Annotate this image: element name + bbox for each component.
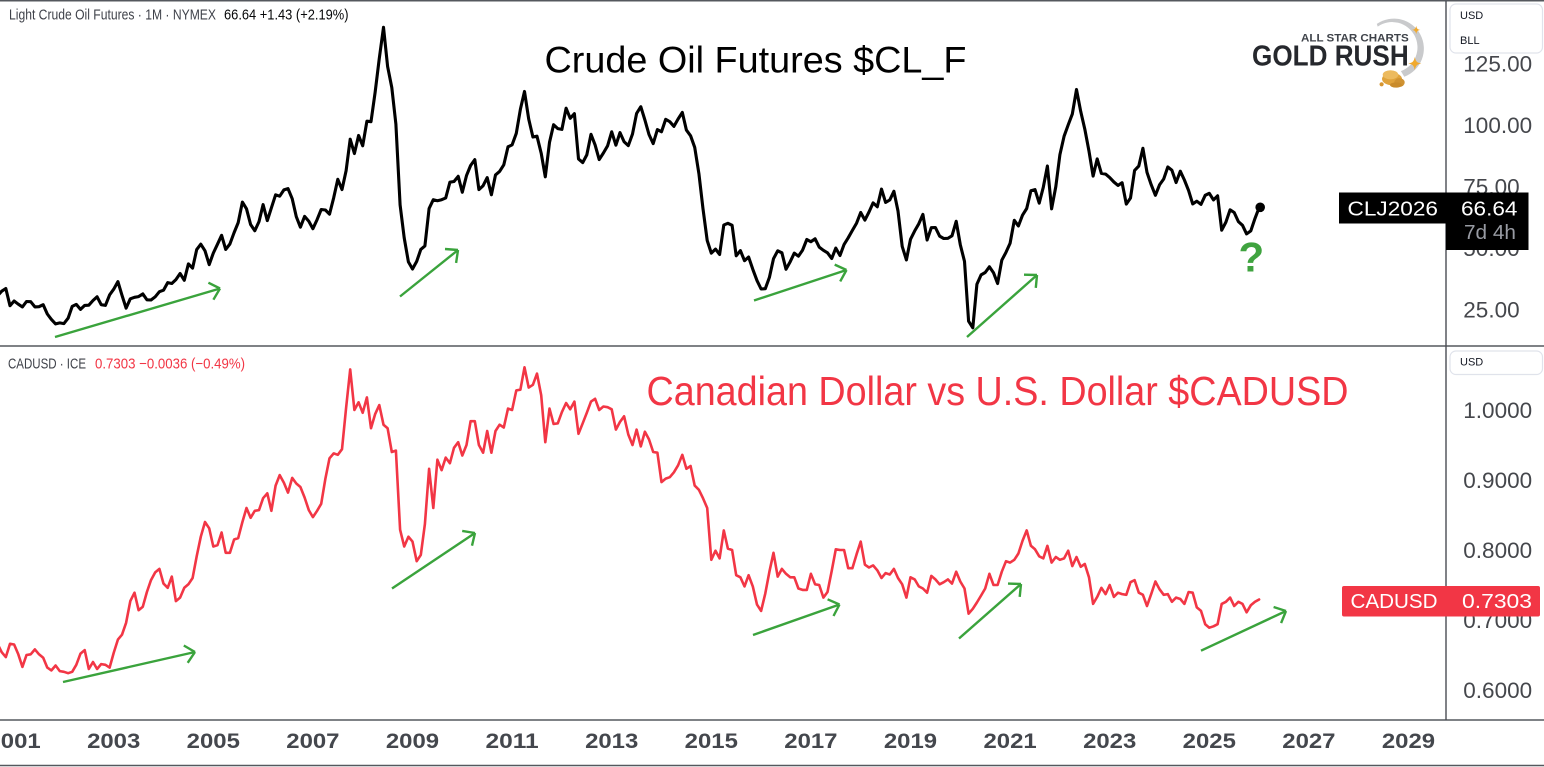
svg-text:2003: 2003 [87,729,140,753]
svg-text:2011: 2011 [486,729,539,753]
svg-text:?: ? [1238,234,1264,281]
svg-text:125.00: 125.00 [1463,52,1532,77]
svg-text:2017: 2017 [784,729,837,753]
svg-text:2005: 2005 [187,729,240,753]
svg-text:2023: 2023 [1083,729,1136,753]
svg-text:2019: 2019 [884,729,937,753]
svg-text:2025: 2025 [1183,729,1236,753]
svg-text:Light Crude Oil Futures · 1M ·: Light Crude Oil Futures · 1M · NYMEX [9,7,216,24]
svg-text:GOLD RUSH: GOLD RUSH [1252,40,1409,72]
svg-text:0.8000: 0.8000 [1463,538,1532,563]
svg-text:Crude Oil Futures $CL_F: Crude Oil Futures $CL_F [545,40,967,81]
svg-text:0.7303 −0.0036 (−0.49%): 0.7303 −0.0036 (−0.49%) [95,356,245,373]
svg-text:2029: 2029 [1382,729,1435,753]
svg-text:66.64: 66.64 [1461,197,1518,220]
svg-text:CADUSD · ICE: CADUSD · ICE [8,356,86,373]
svg-text:BLL: BLL [1460,35,1480,47]
svg-text:66.64 +1.43 (+2.19%): 66.64 +1.43 (+2.19%) [224,7,349,24]
svg-text:2001: 2001 [0,729,41,753]
svg-text:7d 4h: 7d 4h [1464,222,1516,244]
svg-text:0.6000: 0.6000 [1463,678,1532,703]
svg-text:100.00: 100.00 [1463,113,1532,138]
svg-text:USD: USD [1460,10,1483,22]
svg-text:ALL STAR CHARTS: ALL STAR CHARTS [1301,33,1409,45]
svg-text:2021: 2021 [984,729,1037,753]
svg-text:2009: 2009 [386,729,439,753]
svg-text:25.00: 25.00 [1463,298,1519,323]
svg-text:2015: 2015 [685,729,738,753]
svg-text:2013: 2013 [585,729,638,753]
svg-text:2007: 2007 [286,729,339,753]
svg-text:2027: 2027 [1282,729,1335,753]
svg-text:USD: USD [1460,357,1483,369]
svg-text:CLJ2026: CLJ2026 [1348,197,1439,220]
svg-text:1.0000: 1.0000 [1463,398,1532,423]
svg-text:0.7303: 0.7303 [1462,590,1532,613]
svg-text:Canadian Dollar vs U.S. Dollar: Canadian Dollar vs U.S. Dollar $CADUSD [647,368,1349,414]
svg-text:0.9000: 0.9000 [1463,468,1532,493]
svg-text:CADUSD: CADUSD [1351,590,1438,613]
